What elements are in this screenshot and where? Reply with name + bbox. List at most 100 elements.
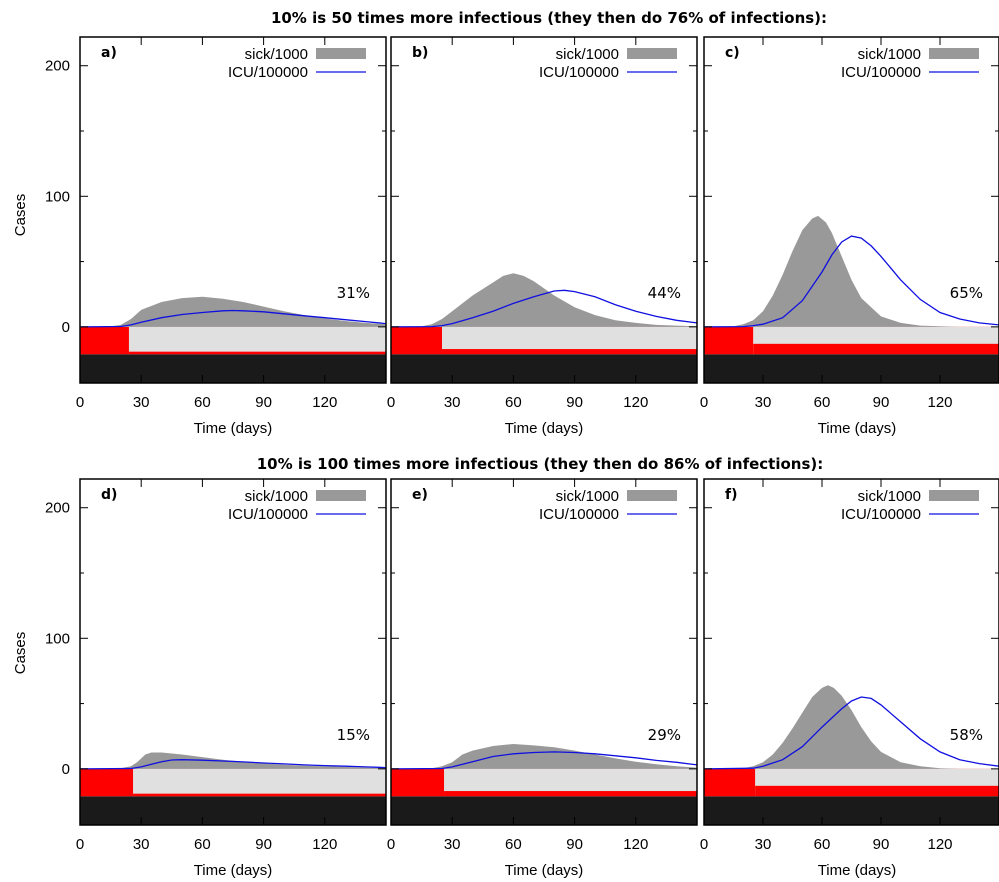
- x-tick-label: 90: [873, 394, 890, 411]
- legend-sick-swatch: [316, 48, 366, 59]
- sick-area: [704, 685, 999, 769]
- lockdown-bar: [704, 768, 756, 797]
- panel-label: d): [101, 487, 117, 503]
- legend-icu-label: ICU/100000: [539, 506, 619, 523]
- sick-area: [391, 744, 697, 769]
- open-bar: [755, 768, 999, 786]
- panel-c: 0 30 60 90 120 Time (days) c) sick/1000ICU/1000…: [700, 36, 999, 437]
- legend-icu-label: ICU/100000: [841, 64, 921, 81]
- legend-icu-label: ICU/100000: [841, 506, 921, 523]
- icu-line: [704, 696, 999, 770]
- x-tick-label: 30: [444, 836, 461, 853]
- x-axis-label: Time (days): [505, 862, 584, 879]
- x-tick-label: 120: [312, 394, 337, 411]
- ylabel-bottom: Cases: [12, 632, 29, 675]
- panel-label: a): [101, 45, 117, 61]
- x-axis-label: Time (days): [818, 862, 897, 879]
- legend-sick-swatch: [316, 490, 366, 501]
- y-tick-label: 100: [45, 630, 70, 647]
- x-tick-label: 0: [76, 394, 84, 411]
- x-tick-label: 90: [566, 394, 583, 411]
- icu-line: [80, 309, 386, 328]
- x-axis-label: Time (days): [818, 420, 897, 437]
- sick-area: [704, 215, 999, 327]
- open-bar: [442, 326, 697, 350]
- open-bar: [128, 326, 386, 352]
- plot-frame: [79, 36, 387, 384]
- x-axis-label: Time (days): [194, 420, 273, 437]
- percent-label: 58%: [950, 726, 983, 744]
- panel-d: 0 100 200 0 30 60 90 120 Time (days) d) sick/1000I…: [45, 478, 387, 879]
- x-tick-label: 30: [444, 394, 461, 411]
- x-axis-label: Time (days): [505, 420, 584, 437]
- x-tick-label: 0: [700, 394, 708, 411]
- baseline-bar: [80, 354, 386, 383]
- x-tick-label: 60: [505, 836, 522, 853]
- plot-frame: [390, 36, 698, 384]
- percent-label: 15%: [337, 726, 370, 744]
- panel-b: 0 30 60 90 120 Time (days) b) sick/1000ICU/1000…: [387, 36, 698, 437]
- legend-sick-swatch: [929, 48, 979, 59]
- panel-label: c): [725, 45, 740, 61]
- icu-line: [391, 289, 697, 328]
- panel-label: f): [725, 487, 738, 503]
- x-tick-label: 60: [194, 394, 211, 411]
- lockdown-bar: [704, 326, 754, 355]
- ylabel-top: Cases: [12, 194, 29, 237]
- x-axis-label: Time (days): [194, 862, 273, 879]
- panel-label: b): [412, 45, 428, 61]
- x-tick-label: 60: [814, 394, 831, 411]
- open-bar: [753, 326, 999, 344]
- x-tick-label: 0: [387, 836, 395, 853]
- icu-line: [704, 235, 999, 328]
- icu-line: [80, 759, 386, 770]
- x-tick-label: 120: [623, 836, 648, 853]
- y-tick-label: 200: [45, 500, 70, 517]
- plot-frame: [79, 478, 387, 826]
- y-tick-label: 200: [45, 58, 70, 75]
- x-tick-label: 30: [755, 394, 772, 411]
- legend-sick-label: sick/1000: [858, 46, 921, 63]
- x-tick-label: 30: [133, 836, 150, 853]
- x-tick-label: 90: [255, 394, 272, 411]
- x-tick-label: 0: [76, 836, 84, 853]
- plot-frame: [390, 478, 698, 826]
- x-tick-label: 90: [873, 836, 890, 853]
- plot-frame: [703, 478, 999, 826]
- lockdown-bar: [80, 326, 129, 355]
- lockdown-bar: [391, 326, 442, 355]
- legend-sick-label: sick/1000: [858, 488, 921, 505]
- legend-icu-label: ICU/100000: [539, 64, 619, 81]
- baseline-bar: [80, 796, 386, 825]
- x-tick-label: 90: [255, 836, 272, 853]
- row-title-bottom: 10% is 100 times more infectious (they t…: [257, 455, 824, 473]
- x-tick-label: 120: [312, 836, 337, 853]
- x-tick-label: 90: [566, 836, 583, 853]
- sick-area: [391, 273, 697, 327]
- panel-e: 0 30 60 90 120 Time (days) e) sick/1000ICU/1000…: [387, 478, 698, 879]
- x-tick-label: 30: [133, 394, 150, 411]
- row-title-top: 10% is 50 times more infectious (they th…: [271, 9, 827, 27]
- x-tick-label: 120: [623, 394, 648, 411]
- x-tick-label: 60: [505, 394, 522, 411]
- x-tick-label: 30: [755, 836, 772, 853]
- plot-frame: [703, 36, 999, 384]
- open-bar: [133, 768, 386, 794]
- y-tick-label: 100: [45, 188, 70, 205]
- baseline-bar: [391, 354, 697, 383]
- percent-label: 65%: [950, 284, 983, 302]
- legend-sick-label: sick/1000: [245, 488, 308, 505]
- baseline-bar: [704, 354, 999, 383]
- legend-sick-label: sick/1000: [245, 46, 308, 63]
- legend-sick-swatch: [929, 490, 979, 501]
- lockdown-bar: [80, 768, 134, 797]
- x-tick-label: 120: [927, 836, 952, 853]
- x-tick-label: 60: [194, 836, 211, 853]
- baseline-bar: [704, 796, 999, 825]
- panel-a: 0 100 200 0 30 60 90 120 Time (days) a) sick/1000I…: [45, 36, 387, 437]
- lockdown-bar: [391, 768, 445, 797]
- icu-line: [391, 751, 697, 770]
- sick-area: [80, 752, 386, 769]
- x-tick-label: 0: [387, 394, 395, 411]
